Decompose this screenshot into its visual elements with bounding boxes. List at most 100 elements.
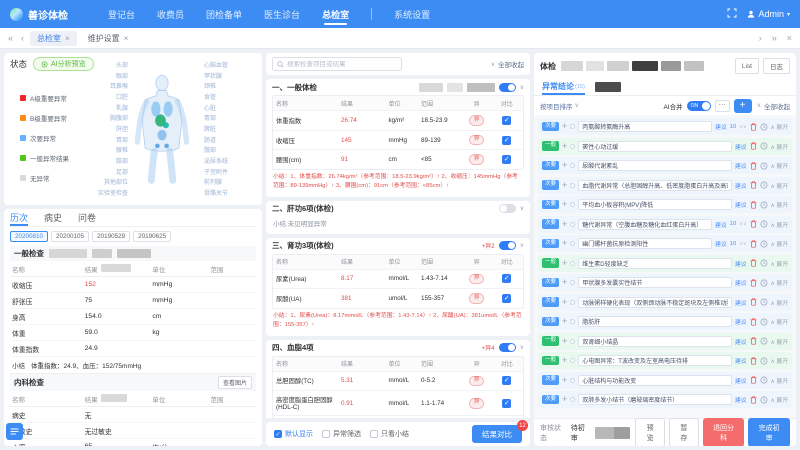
tab-abnormal-conclusions[interactable]: 异常结论 (15)	[542, 78, 585, 95]
suggestion-link[interactable]: 建议	[734, 339, 747, 346]
select-dot[interactable]	[570, 358, 576, 363]
delete-icon[interactable]	[750, 352, 757, 370]
conclusion-input[interactable]	[578, 277, 732, 288]
suggestion-link[interactable]: 建议	[734, 398, 747, 404]
menu-item-总检室[interactable]: 总检室	[322, 0, 349, 28]
history-icon[interactable]	[760, 352, 768, 370]
conclusion-input[interactable]	[578, 335, 732, 347]
compare-checkbox[interactable]: ✓	[502, 376, 512, 386]
add-suggestion-icon[interactable]: +	[562, 257, 568, 268]
add-suggestion-icon[interactable]: +	[562, 296, 568, 307]
conclusion-input[interactable]	[578, 121, 713, 132]
conclusion-input[interactable]	[578, 179, 732, 191]
body-label[interactable]: 胸腹部	[109, 116, 128, 123]
expand-link[interactable]: ∧ 展开	[770, 320, 788, 326]
tabs-close-all-icon[interactable]: ×	[786, 33, 792, 43]
collapse-all-link[interactable]: ∨ 全部收起	[490, 61, 524, 70]
suggestion-link[interactable]: 建议	[734, 378, 747, 385]
exam-section-header[interactable]: 三、肾功3项(体检) +异2 ∨	[266, 238, 530, 254]
review-button-暂存[interactable]: 暂存	[668, 418, 699, 446]
add-suggestion-icon[interactable]: +	[562, 238, 568, 248]
ai-merge-toggle[interactable]: ON	[686, 100, 711, 111]
delete-icon[interactable]	[750, 157, 757, 175]
conclusion-input[interactable]	[578, 140, 732, 152]
expand-link[interactable]: ∧ 展开	[770, 164, 788, 170]
section-toggle[interactable]	[498, 204, 516, 214]
select-dot[interactable]	[570, 299, 576, 305]
body-label[interactable]: 胃部	[115, 137, 128, 144]
compare-checkbox[interactable]: ✓	[502, 155, 512, 165]
close-tab-icon[interactable]: ×	[123, 33, 129, 43]
expand-link[interactable]: ∧ 展开	[770, 203, 788, 209]
date-chip[interactable]: 20200810	[10, 231, 49, 242]
delete-icon[interactable]	[750, 332, 757, 350]
ai-analysis-button[interactable]: AI分析预览	[33, 57, 94, 71]
fullscreen-icon[interactable]	[727, 8, 737, 20]
quick-menu-button[interactable]	[6, 423, 23, 440]
history-tab-病史[interactable]: 病史	[44, 213, 63, 223]
conclusion-input[interactable]	[578, 238, 713, 249]
select-dot[interactable]	[570, 163, 576, 168]
expand-link[interactable]: ∧ 展开	[770, 339, 788, 346]
delete-icon[interactable]	[750, 176, 757, 194]
tabs-scroll-start-icon[interactable]: «	[8, 33, 14, 43]
suggestion-link[interactable]: 建议	[715, 125, 727, 131]
select-dot[interactable]	[570, 260, 576, 266]
body-label[interactable]: 甲状腺	[204, 73, 223, 80]
conclusion-input[interactable]	[578, 160, 732, 171]
history-icon[interactable]	[760, 215, 768, 233]
header-button-List[interactable]: List	[734, 58, 759, 74]
expand-link[interactable]: ∧ 展开	[770, 300, 788, 307]
body-label[interactable]: 泌尿系统	[204, 158, 229, 165]
suggestion-link[interactable]: 建议	[734, 183, 747, 190]
delete-icon[interactable]	[750, 137, 757, 155]
conclusion-input[interactable]	[578, 374, 732, 386]
expand-link[interactable]: ∧ 展开	[770, 125, 788, 131]
add-suggestion-icon[interactable]: +	[562, 140, 568, 151]
body-label[interactable]: 胃部	[204, 116, 217, 123]
add-suggestion-icon[interactable]: +	[562, 374, 568, 385]
suggestion-link[interactable]: 建议	[734, 144, 747, 151]
compare-checkbox[interactable]: ✓	[502, 115, 512, 125]
exam-section-header[interactable]: 一、一般体检 ∨	[266, 79, 530, 95]
history-icon[interactable]	[760, 293, 768, 311]
conclusion-input[interactable]	[578, 296, 732, 308]
history-icon[interactable]	[760, 371, 768, 389]
section-toggle[interactable]	[498, 343, 516, 352]
menu-item-医生诊台[interactable]: 医生诊台	[264, 9, 301, 20]
body-label[interactable]: 眼部	[115, 73, 128, 80]
suggestion-link[interactable]: 建议	[734, 261, 747, 268]
delete-icon[interactable]	[750, 235, 757, 253]
compare-checkbox[interactable]: ✓	[502, 274, 512, 284]
expand-link[interactable]: ∧ 展开	[770, 359, 788, 365]
suggestion-link[interactable]: 建议	[734, 203, 747, 209]
delete-icon[interactable]	[750, 313, 757, 331]
menu-item-系统设置[interactable]: 系统设置	[394, 9, 431, 20]
window-tab-总检室[interactable]: 总检室 ×	[30, 30, 77, 46]
add-conclusion-button[interactable]: +	[733, 98, 752, 113]
body-label[interactable]: 乳腺	[115, 105, 128, 112]
body-label[interactable]: 髋部	[204, 148, 217, 155]
section-toggle[interactable]	[498, 82, 516, 92]
expand-link[interactable]: ∧ 展开	[770, 144, 788, 151]
date-chip[interactable]: 20190529	[92, 231, 131, 242]
select-dot[interactable]	[570, 241, 576, 246]
suggestion-link[interactable]: 建议	[734, 164, 747, 170]
sort-by-item-link[interactable]: 按项目排序 ∨	[540, 103, 579, 111]
select-dot[interactable]	[570, 221, 576, 227]
add-suggestion-icon[interactable]: +	[562, 394, 568, 404]
history-icon[interactable]	[760, 313, 768, 331]
expand-link[interactable]: ∧ 展开	[770, 281, 788, 287]
conclusion-input[interactable]	[578, 355, 732, 366]
expand-link[interactable]: ∧ 展开	[770, 222, 788, 229]
add-suggestion-icon[interactable]: +	[562, 277, 568, 287]
menu-item-团检备单[interactable]: 团检备单	[206, 9, 243, 20]
filter-checkbox-默认显示[interactable]: ✓ 默认显示	[274, 429, 313, 439]
body-label[interactable]: 膝部	[115, 158, 128, 165]
review-button-完成初审[interactable]: 完成初审	[748, 418, 790, 446]
history-icon[interactable]	[760, 254, 768, 272]
conclusion-input[interactable]	[578, 199, 732, 210]
body-label[interactable]: 肝胆	[115, 126, 128, 133]
select-dot[interactable]	[570, 182, 576, 188]
add-suggestion-icon[interactable]: +	[562, 355, 568, 365]
